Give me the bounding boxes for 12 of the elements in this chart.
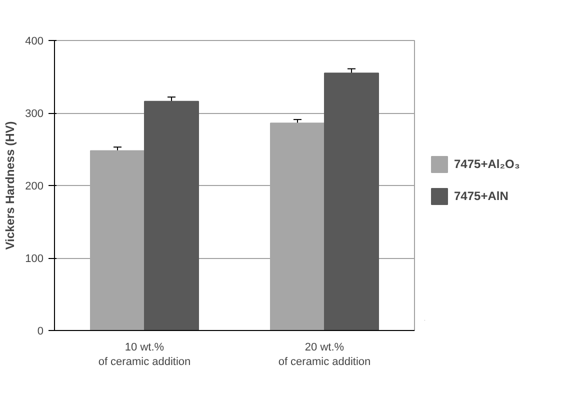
- y-tick-label: 200: [25, 180, 44, 192]
- bar: [324, 72, 379, 330]
- legend-label: 7475+Al₂O₃: [454, 157, 520, 171]
- legend-label: 7475+AlN: [454, 189, 508, 203]
- y-tick-label: 300: [25, 108, 44, 120]
- y-tick-label: 100: [25, 253, 44, 265]
- y-tick-label: 0: [37, 326, 44, 338]
- y-axis-title: Vickers Hardness (HV): [3, 121, 18, 250]
- bar: [144, 100, 199, 330]
- x-tick-label: 20 wt.% of ceramic addition: [278, 342, 371, 368]
- x-tick-label: 10 wt.% of ceramic addition: [98, 342, 191, 368]
- y-tick-label: 400: [25, 36, 44, 48]
